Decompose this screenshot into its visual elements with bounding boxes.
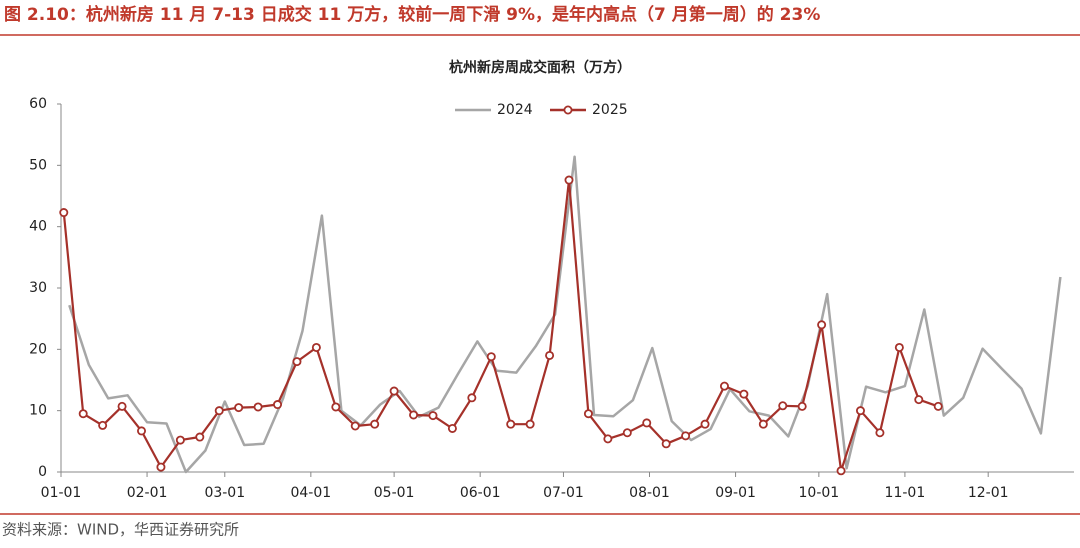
data-point bbox=[642, 418, 652, 428]
data-point bbox=[486, 352, 496, 362]
data-point bbox=[778, 401, 788, 411]
x-tick-label: 02-01 bbox=[127, 485, 168, 501]
data-point bbox=[700, 419, 710, 429]
data-point bbox=[855, 406, 865, 416]
y-tick-label: 60 bbox=[29, 96, 47, 112]
data-point bbox=[894, 342, 904, 352]
data-point bbox=[273, 400, 283, 410]
data-point bbox=[350, 421, 360, 431]
data-point bbox=[409, 410, 419, 420]
legend-label: 2025 bbox=[592, 102, 628, 118]
x-tick-label: 03-01 bbox=[204, 485, 245, 501]
data-point bbox=[234, 403, 244, 413]
data-point bbox=[311, 342, 321, 352]
chart-title: 杭州新房周成交面积（万方） bbox=[449, 59, 631, 76]
series-line bbox=[62, 179, 939, 472]
y-tick-label: 20 bbox=[29, 341, 47, 357]
x-tick-label: 12-01 bbox=[968, 485, 1009, 501]
data-point bbox=[506, 419, 516, 429]
data-point bbox=[719, 381, 729, 391]
data-point bbox=[389, 386, 399, 396]
x-tick-label: 01-01 bbox=[41, 485, 82, 501]
data-point bbox=[428, 411, 438, 421]
y-tick-label: 50 bbox=[29, 157, 47, 173]
data-point bbox=[175, 435, 185, 445]
data-point bbox=[836, 466, 846, 476]
y-tick-label: 30 bbox=[29, 280, 47, 296]
data-point bbox=[933, 401, 943, 411]
x-tick-label: 11-01 bbox=[885, 485, 926, 501]
data-point bbox=[78, 409, 88, 419]
x-tick-label: 10-01 bbox=[799, 485, 840, 501]
y-tick-label: 0 bbox=[38, 464, 47, 480]
data-point bbox=[137, 426, 147, 436]
data-point bbox=[817, 320, 827, 330]
data-point bbox=[758, 419, 768, 429]
data-point bbox=[545, 350, 555, 360]
data-point bbox=[447, 423, 457, 433]
x-tick-label: 04-01 bbox=[290, 485, 331, 501]
data-point bbox=[739, 389, 749, 399]
data-point bbox=[195, 432, 205, 442]
data-point bbox=[156, 462, 166, 472]
legend-marker bbox=[563, 105, 573, 115]
legend-label: 2024 bbox=[497, 102, 533, 118]
x-tick-label: 06-01 bbox=[460, 485, 501, 501]
data-point bbox=[622, 428, 632, 438]
data-point bbox=[603, 434, 613, 444]
data-point bbox=[875, 428, 885, 438]
data-point bbox=[98, 420, 108, 430]
data-point bbox=[117, 401, 127, 411]
data-point bbox=[59, 208, 69, 218]
y-tick-label: 10 bbox=[29, 403, 47, 419]
data-point bbox=[292, 357, 302, 367]
data-point bbox=[797, 401, 807, 411]
x-tick-label: 09-01 bbox=[715, 485, 756, 501]
data-point bbox=[467, 393, 477, 403]
x-tick-label: 05-01 bbox=[374, 485, 415, 501]
source-note: 资料来源：WIND，华西证券研究所 bbox=[2, 521, 239, 539]
data-point bbox=[681, 431, 691, 441]
data-point bbox=[525, 419, 535, 429]
figure-title: 图 2.10：杭州新房 11 月 7-13 日成交 11 万方，较前一周下滑 9… bbox=[4, 4, 820, 25]
data-point bbox=[583, 409, 593, 419]
data-point bbox=[214, 406, 224, 416]
data-point bbox=[661, 439, 671, 449]
data-point bbox=[331, 402, 341, 412]
series-line bbox=[68, 155, 1062, 474]
data-point bbox=[253, 402, 263, 412]
data-point bbox=[370, 419, 380, 429]
y-tick-label: 40 bbox=[29, 219, 47, 235]
data-point bbox=[564, 175, 574, 185]
data-point bbox=[914, 395, 924, 405]
x-tick-label: 08-01 bbox=[629, 485, 670, 501]
x-tick-label: 07-01 bbox=[543, 485, 584, 501]
